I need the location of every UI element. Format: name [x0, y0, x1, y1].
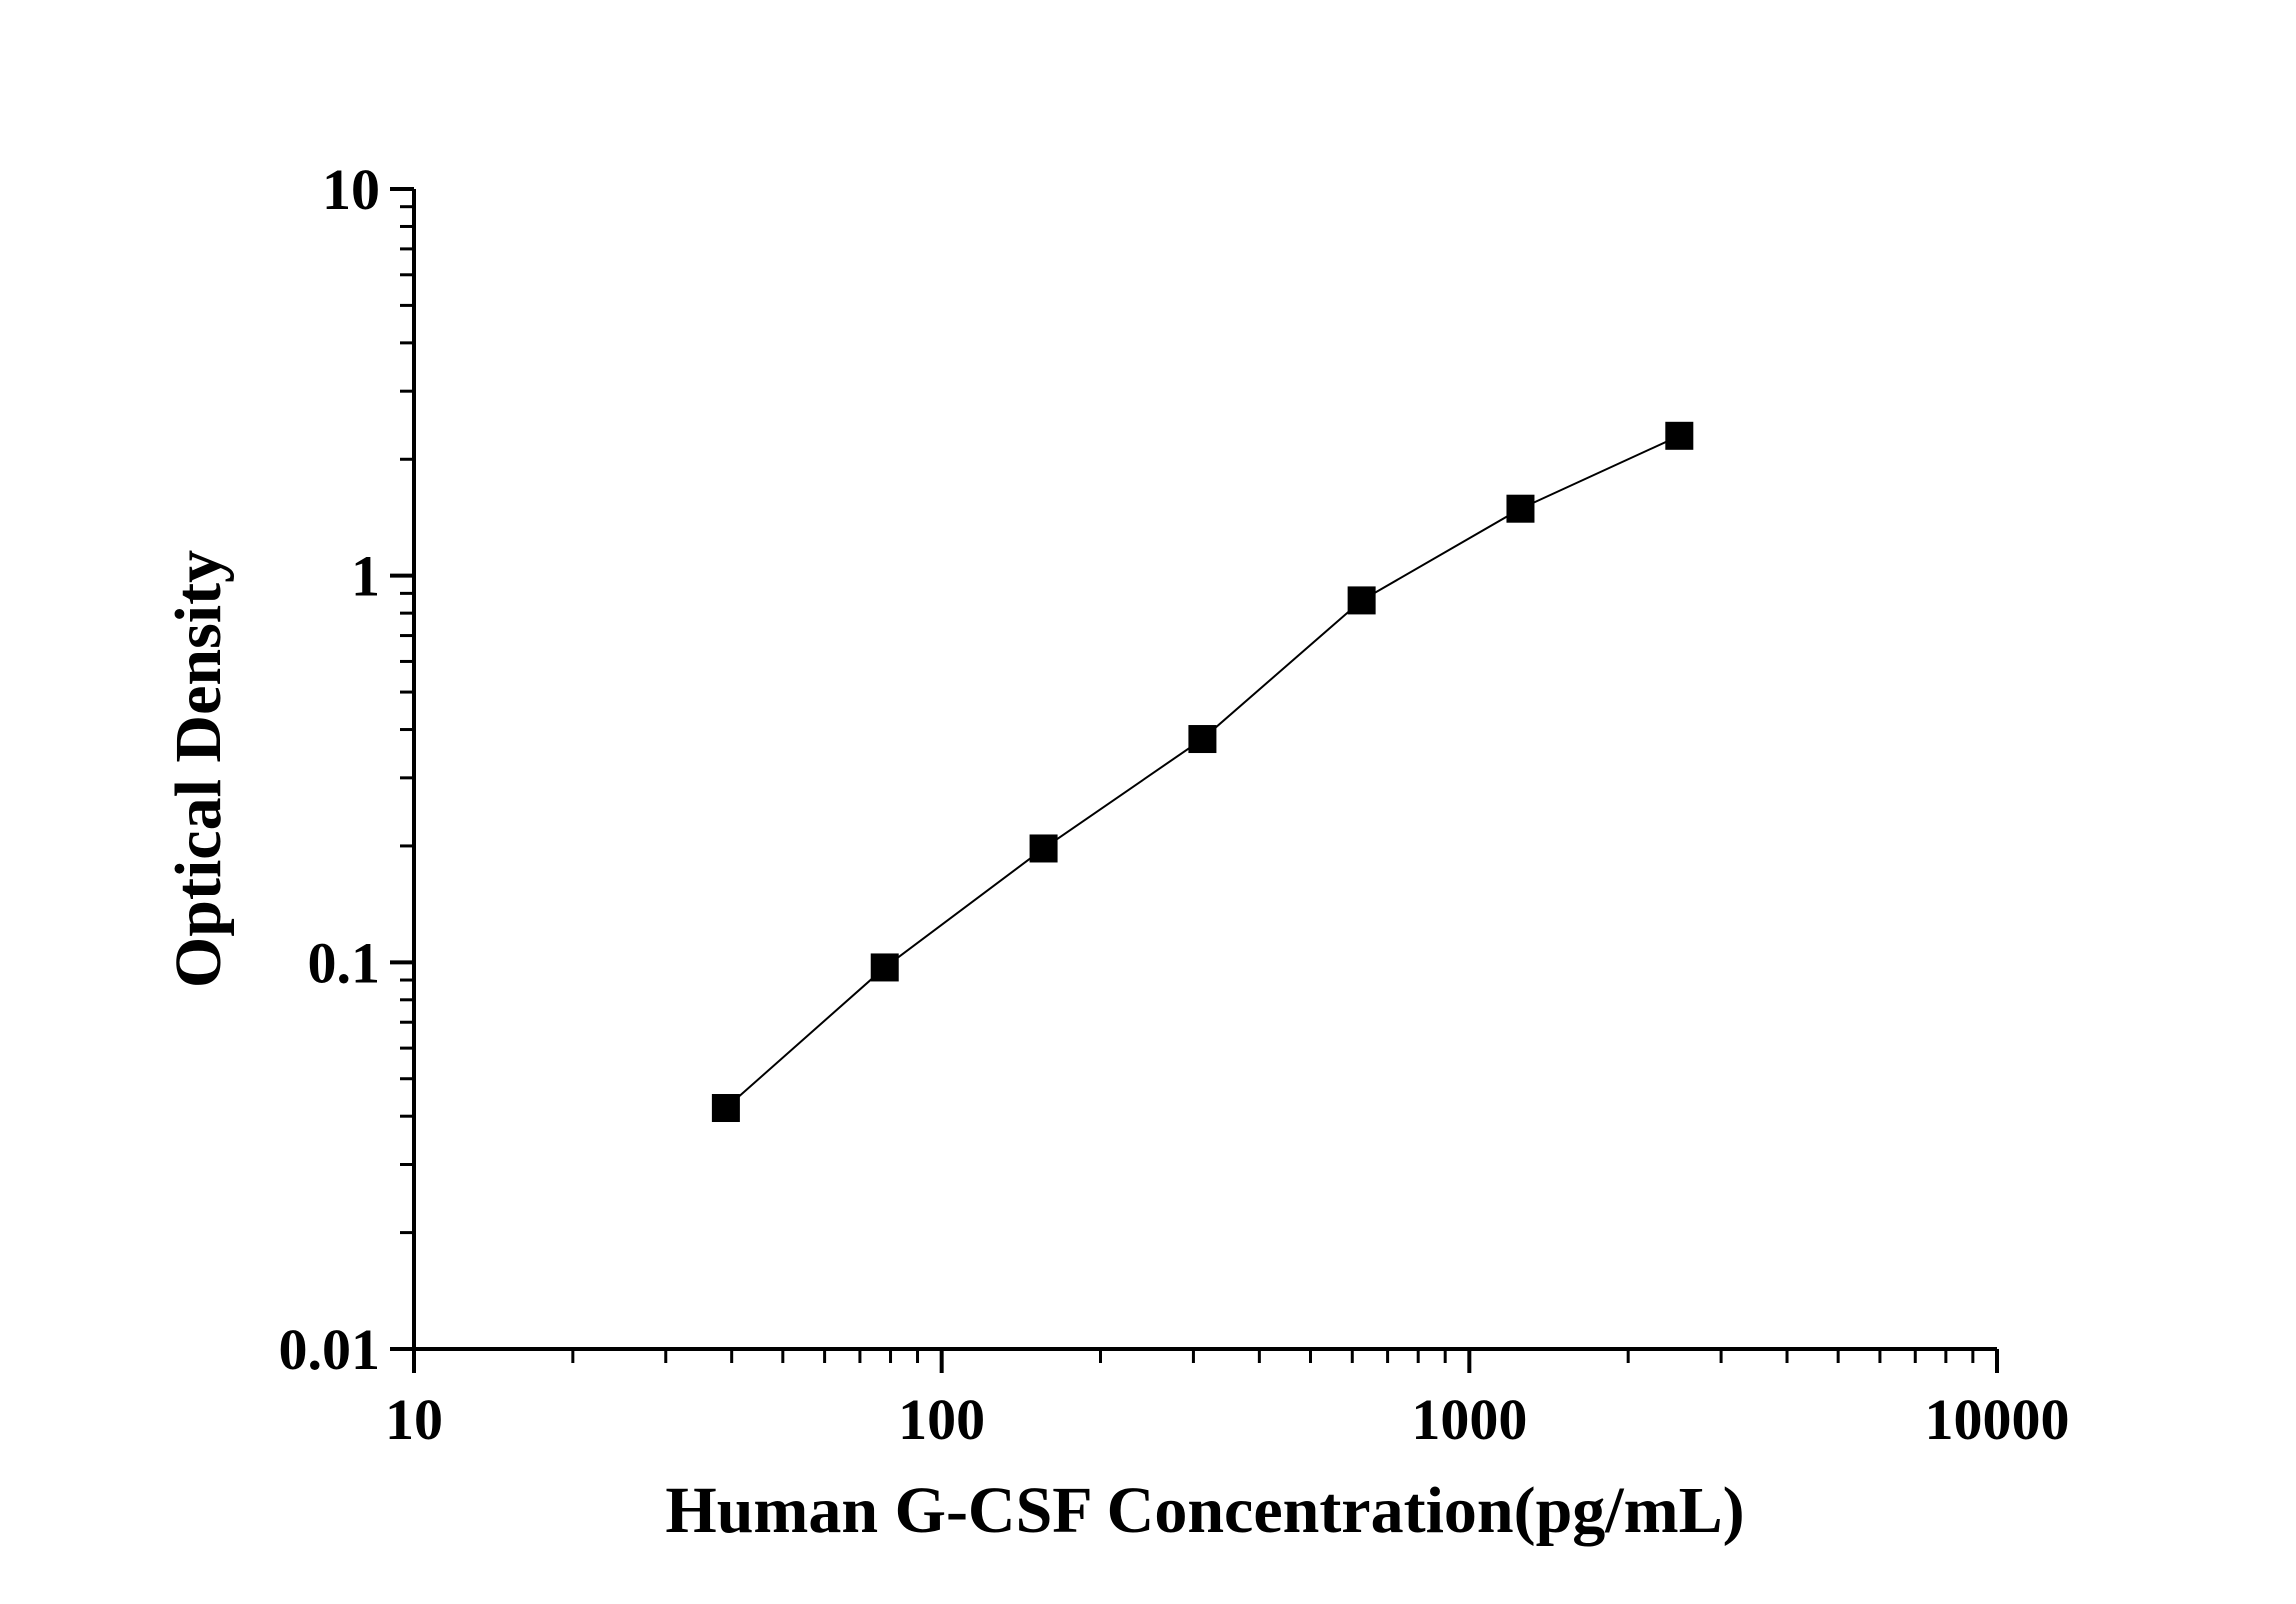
- fit-line: [725, 434, 1680, 1109]
- x-axis-title: Human G-CSF Concentration(pg/mL): [665, 1474, 1744, 1547]
- data-point: [1188, 725, 1217, 754]
- data-point: [1347, 586, 1376, 615]
- x-tick-label: 100: [898, 1387, 985, 1452]
- y-axis-title: Optical Density: [162, 550, 235, 988]
- y-tick-label: 10: [322, 157, 380, 222]
- x-tick-label: 10: [385, 1387, 443, 1452]
- y-tick-label: 0.01: [279, 1317, 381, 1382]
- data-point: [1665, 421, 1694, 450]
- data-point: [1029, 834, 1058, 863]
- x-tick-label: 1000: [1411, 1387, 1527, 1452]
- data-point: [870, 953, 899, 982]
- y-tick-label: 0.1: [308, 930, 381, 995]
- y-tick-label: 1: [351, 544, 380, 609]
- x-tick-label: 10000: [1925, 1387, 2070, 1452]
- data-point: [711, 1094, 740, 1123]
- data-point: [1506, 494, 1535, 523]
